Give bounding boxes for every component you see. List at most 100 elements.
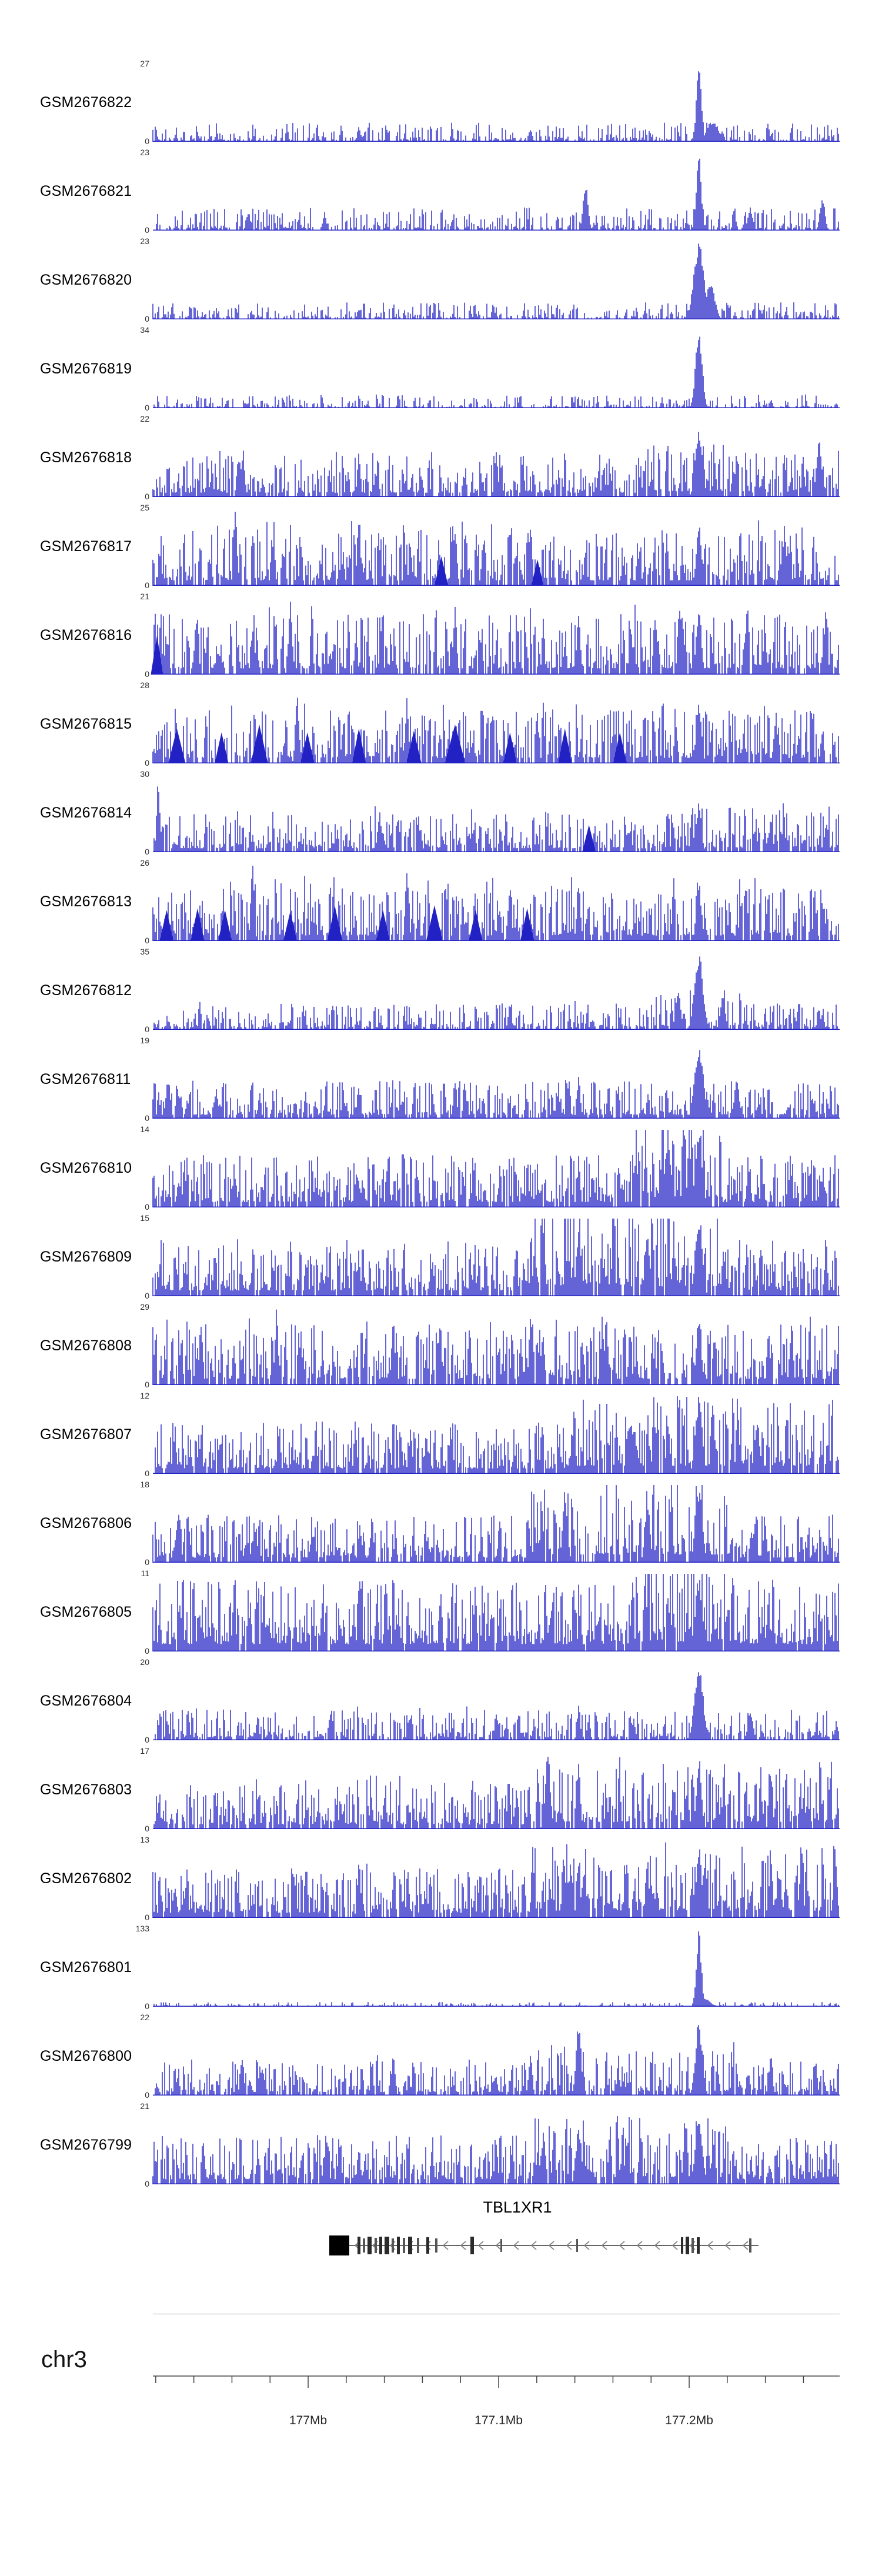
track-row: GSM2676808 29 0: [0, 1296, 882, 1389]
minus-strand-arrow-icon: [619, 2241, 625, 2250]
signal-plot: [153, 1757, 840, 1829]
track-row: GSM2676819 34 0: [0, 319, 882, 412]
signal-plot: [152, 243, 840, 319]
genomic-coordinate-axis: 177Mb 177.1Mb 177.2Mb: [153, 2375, 840, 2427]
signal-baseline: [153, 407, 840, 408]
peak-cluster-triangle: [445, 725, 466, 763]
signal-baseline: [153, 1561, 840, 1563]
peak-cluster-triangle: [558, 728, 572, 763]
chromosome-label: chr3: [41, 2347, 87, 2373]
signal-baseline: [153, 673, 840, 675]
signal-plot: [153, 1931, 840, 2007]
track-plot: 19 0: [140, 1036, 840, 1123]
track-row: GSM2676809 15 0: [0, 1207, 882, 1300]
y-axis-max-label: 12: [140, 1391, 149, 1400]
track-label: GSM2676799: [40, 2137, 132, 2153]
signal-baseline: [153, 762, 840, 763]
track-plot: 27 0: [140, 59, 840, 146]
y-axis-max-label: 27: [140, 59, 149, 68]
track-plot: 11 0: [141, 1569, 840, 1656]
track-plot: 22 0: [140, 414, 840, 501]
track-row: GSM2676800 22 0: [0, 2007, 882, 2100]
peak-cluster-triangle: [218, 910, 232, 941]
track-plot: 22 0: [140, 2013, 840, 2100]
y-axis-zero-label: 0: [145, 847, 149, 856]
signal-baseline: [153, 496, 840, 497]
track-plot: 20 0: [140, 1657, 840, 1744]
y-axis-zero-label: 0: [145, 758, 149, 768]
tick-label: 177.2Mb: [665, 2414, 713, 2427]
exon-rect: [403, 2238, 405, 2253]
peak-cluster-triangle: [283, 911, 298, 941]
y-axis-zero-label: 0: [145, 1291, 149, 1300]
track-label: GSM2676805: [40, 1604, 132, 1620]
y-axis-zero-label: 0: [145, 2179, 149, 2188]
track-label: GSM2676812: [40, 982, 132, 999]
signal-plot: [152, 1309, 840, 1385]
signal-path: [153, 1931, 839, 2007]
minus-strand-arrow-icon: [583, 2241, 590, 2250]
gene-name-label: TBL1XR1: [483, 2198, 552, 2216]
signal-baseline: [153, 1206, 840, 1207]
signal-baseline: [153, 1029, 840, 1030]
y-axis-max-label: 23: [140, 236, 149, 246]
signal-plot: [152, 512, 840, 586]
track-row: GSM2676802 13 0: [0, 1829, 882, 1922]
signal-plot: [151, 602, 840, 675]
y-axis-zero-label: 0: [145, 492, 149, 501]
y-axis-zero-label: 0: [145, 1913, 149, 1922]
track-label: GSM2676808: [40, 1337, 132, 1354]
minus-strand-arrow-icon: [742, 2241, 749, 2250]
minus-strand-arrow-icon: [513, 2241, 519, 2250]
exon-rect: [691, 2238, 694, 2253]
y-axis-max-label: 23: [140, 148, 149, 157]
peak-cluster-triangle: [503, 732, 517, 763]
minus-strand-arrow-icon: [477, 2241, 484, 2250]
signal-plot: [153, 956, 840, 1030]
minus-strand-arrow-icon: [636, 2241, 643, 2250]
signal-baseline: [153, 318, 840, 319]
exon-rect: [329, 2235, 349, 2255]
y-axis-max-label: 20: [140, 1657, 149, 1667]
y-axis-max-label: 34: [140, 325, 149, 335]
signal-baseline: [153, 229, 840, 231]
exon-rect: [681, 2237, 683, 2254]
track-row: GSM2676812 35 0: [0, 941, 882, 1034]
y-axis-max-label: 13: [140, 1835, 149, 1844]
track-plot: 30 0: [140, 769, 840, 856]
signal-plot: [153, 2025, 840, 2095]
y-axis-zero-label: 0: [145, 1646, 149, 1656]
exon-rect: [426, 2237, 429, 2254]
track-label: GSM2676818: [40, 449, 132, 466]
exon-rect: [749, 2238, 751, 2253]
track-plot: 26 0: [140, 858, 840, 945]
signal-plot: [152, 1219, 840, 1296]
minus-strand-arrow-icon: [460, 2241, 466, 2250]
signal-path: [155, 1672, 839, 1740]
peak-cluster-triangle: [469, 910, 483, 941]
track-label: GSM2676806: [40, 1515, 132, 1531]
peak-cluster-triangle: [300, 732, 315, 763]
track-label: GSM2676811: [40, 1071, 131, 1087]
track-plot: 13 0: [140, 1835, 840, 1922]
track-row: GSM2676801 133 0: [0, 1918, 882, 2011]
signal-path: [152, 71, 839, 142]
exon-rect: [686, 2237, 689, 2254]
y-axis-max-label: 21: [140, 2101, 149, 2111]
signal-path: [153, 602, 839, 675]
track-label: GSM2676804: [40, 1693, 132, 1709]
exon-rect: [379, 2237, 382, 2254]
y-axis-zero-label: 0: [145, 1557, 149, 1567]
y-axis-max-label: 21: [140, 592, 149, 601]
track-plot: 23 0: [140, 236, 840, 323]
track-row: GSM2676817 25 0: [0, 497, 882, 590]
exon-rect: [385, 2237, 389, 2254]
minus-strand-arrow-icon: [495, 2241, 502, 2250]
track-row: GSM2676814 30 0: [0, 763, 882, 856]
track-row: GSM2676813 26 0: [0, 852, 882, 945]
track-row: GSM2676806 18 0: [0, 1474, 882, 1567]
y-axis-zero-label: 0: [145, 1025, 149, 1034]
y-axis-zero-label: 0: [145, 1113, 149, 1123]
track-plot: 17 0: [140, 1746, 840, 1833]
